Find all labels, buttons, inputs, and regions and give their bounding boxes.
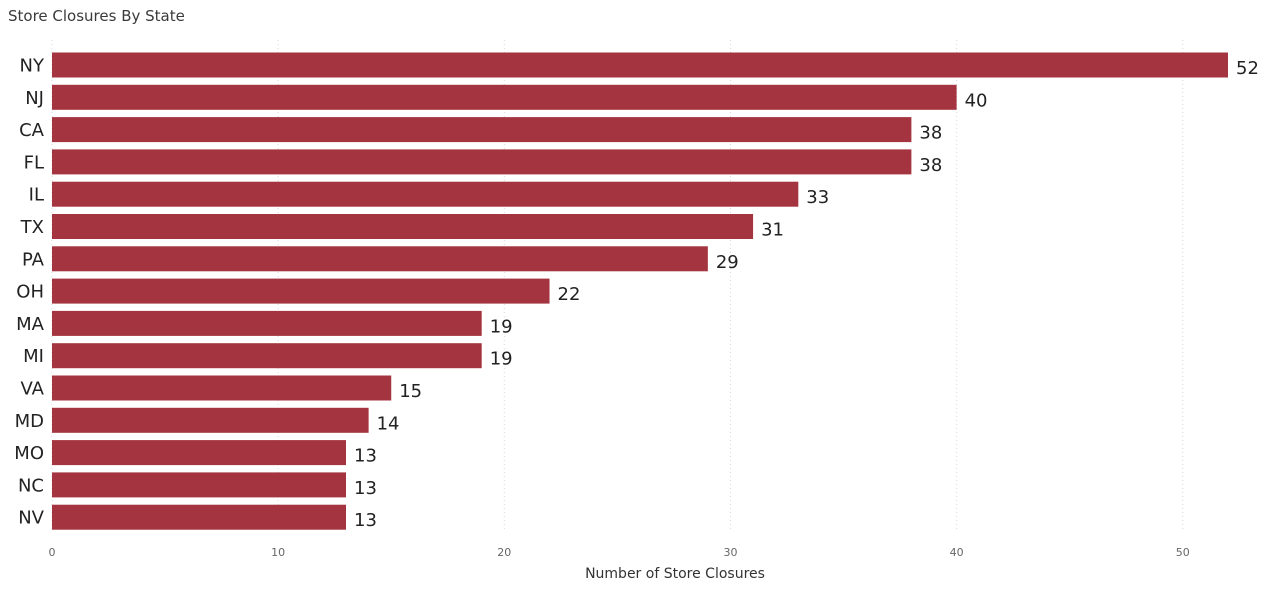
- category-label-fl: FL: [24, 152, 44, 173]
- value-label-md: 14: [377, 413, 400, 434]
- bar-pa[interactable]: [52, 246, 708, 272]
- value-label-ma: 19: [490, 316, 513, 337]
- category-label-il: IL: [29, 185, 44, 206]
- bar-md[interactable]: [52, 407, 369, 433]
- value-label-nc: 13: [354, 478, 377, 499]
- bar-nv[interactable]: [52, 504, 346, 530]
- category-label-mo: MO: [14, 443, 44, 464]
- bar-va[interactable]: [52, 375, 392, 401]
- category-label-md: MD: [15, 411, 44, 432]
- category-label-ca: CA: [19, 120, 45, 141]
- x-tick-label: 0: [49, 546, 56, 559]
- value-label-oh: 22: [558, 284, 581, 305]
- bar-il[interactable]: [52, 181, 799, 207]
- bar-nc[interactable]: [52, 472, 346, 498]
- value-label-mi: 19: [490, 349, 513, 370]
- bar-fl[interactable]: [52, 149, 912, 175]
- x-tick-label: 50: [1176, 546, 1190, 559]
- category-label-oh: OH: [16, 282, 44, 303]
- category-label-va: VA: [21, 379, 45, 400]
- category-label-mi: MI: [23, 346, 44, 367]
- category-label-ny: NY: [20, 56, 45, 77]
- category-label-pa: PA: [22, 249, 45, 270]
- x-tick-labels: 0 10 20 30 40 50: [49, 546, 1190, 559]
- chart-title: Store Closures By State: [8, 7, 185, 25]
- x-tick-label: 10: [271, 546, 285, 559]
- value-label-pa: 29: [716, 252, 739, 273]
- bar-nj[interactable]: [52, 84, 957, 110]
- bar-mi[interactable]: [52, 343, 482, 369]
- value-label-ca: 38: [919, 123, 942, 144]
- bar-mo[interactable]: [52, 440, 346, 466]
- bar-ma[interactable]: [52, 310, 482, 336]
- category-label-nc: NC: [18, 475, 44, 496]
- category-labels: NY NJ CA FL IL TX PA OH MA MI VA MD MO NC NV: [14, 56, 45, 529]
- category-label-tx: TX: [20, 217, 44, 238]
- x-tick-label: 40: [950, 546, 964, 559]
- bar-ca[interactable]: [52, 117, 912, 143]
- value-label-nj: 40: [965, 90, 988, 111]
- value-label-ny: 52: [1236, 58, 1259, 79]
- bars: [52, 52, 1228, 530]
- value-label-va: 15: [399, 381, 422, 402]
- value-label-nv: 13: [354, 510, 377, 531]
- category-label-nj: NJ: [25, 88, 44, 109]
- x-tick-label: 20: [497, 546, 511, 559]
- bar-ny[interactable]: [52, 52, 1228, 78]
- category-label-ma: MA: [16, 314, 45, 335]
- category-label-nv: NV: [18, 508, 44, 529]
- bar-oh[interactable]: [52, 278, 550, 304]
- value-label-tx: 31: [761, 220, 784, 241]
- value-label-mo: 13: [354, 446, 377, 467]
- bar-tx[interactable]: [52, 214, 754, 239]
- x-axis-title: Number of Store Closures: [585, 566, 765, 582]
- value-label-il: 33: [806, 187, 829, 208]
- value-label-fl: 38: [919, 155, 942, 176]
- x-tick-label: 30: [723, 546, 737, 559]
